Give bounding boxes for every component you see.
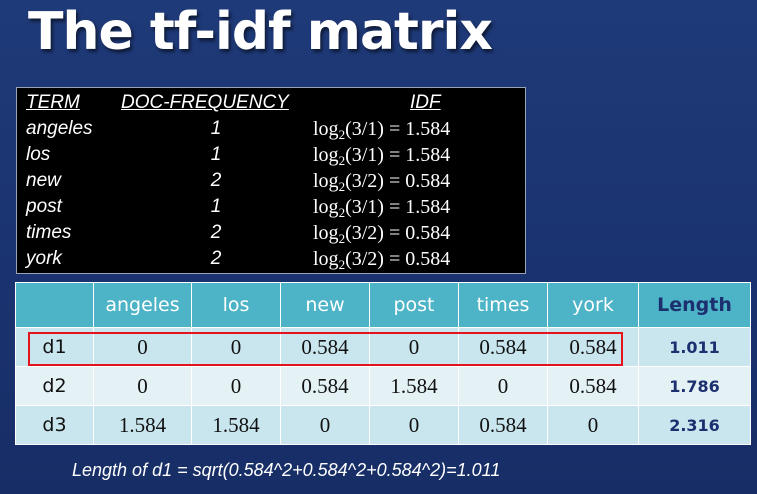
df-cell: 2 bbox=[210, 248, 222, 269]
doc-frequency-header: DOC-FREQUENCY bbox=[121, 92, 289, 113]
slide-title: The tf-idf matrix bbox=[28, 2, 493, 62]
idf-cell: log2(3/1) = 1.584 bbox=[313, 196, 451, 220]
term-cell: times bbox=[26, 222, 72, 243]
idf-cell: log2(3/2) = 0.584 bbox=[313, 170, 451, 194]
matrix-cell: 0 bbox=[369, 405, 459, 445]
idf-row-angeles: angeles 1 log2(3/1) = 1.584 bbox=[17, 118, 525, 143]
matrix-cell: 0.584 bbox=[547, 327, 639, 367]
idf-value: = 0.584 bbox=[388, 248, 451, 270]
length-formula-caption: Length of d1 = sqrt(0.584^2+0.584^2+0.58… bbox=[72, 460, 501, 480]
idf-table: TERM DOC-FREQUENCY IDF angeles 1 log2(3/… bbox=[16, 87, 526, 274]
matrix-cell: 0.584 bbox=[280, 327, 370, 367]
length-cell: 1.011 bbox=[638, 327, 751, 367]
idf-row-post: post 1 log2(3/1) = 1.584 bbox=[17, 196, 525, 221]
col-header-length: Length bbox=[638, 282, 751, 328]
col-header-york: york bbox=[547, 282, 639, 328]
col-header-times: times bbox=[458, 282, 548, 328]
log-base: 2 bbox=[338, 257, 346, 272]
idf-row-york: york 2 log2(3/2) = 0.584 bbox=[17, 248, 525, 273]
matrix-cell: 1.584 bbox=[191, 405, 281, 445]
corner-cell bbox=[15, 282, 94, 328]
log-base: 2 bbox=[338, 127, 346, 142]
matrix-cell: 0 bbox=[93, 327, 192, 367]
term-cell: new bbox=[26, 170, 61, 191]
df-cell: 1 bbox=[210, 118, 222, 139]
idf-value: = 1.584 bbox=[388, 196, 451, 218]
idf-row-los: los 1 log2(3/1) = 1.584 bbox=[17, 144, 525, 169]
log-base: 2 bbox=[338, 231, 346, 246]
idf-fraction: (3/1) bbox=[345, 196, 384, 218]
col-header-los: los bbox=[191, 282, 281, 328]
log-base: 2 bbox=[338, 205, 346, 220]
matrix-cell: 1.584 bbox=[369, 366, 459, 406]
tf-idf-matrix: angeles los new post times york Length d… bbox=[15, 282, 751, 445]
matrix-row-d3: d3 1.584 1.584 0 0 0.584 0 2.316 bbox=[15, 405, 751, 445]
df-cell: 1 bbox=[210, 144, 222, 165]
matrix-row-d1: d1 0 0 0.584 0 0.584 0.584 1.011 bbox=[15, 327, 751, 367]
matrix-cell: 0 bbox=[191, 366, 281, 406]
term-cell: york bbox=[26, 248, 62, 269]
idf-cell: log2(3/1) = 1.584 bbox=[313, 144, 451, 168]
idf-fraction: (3/2) bbox=[345, 170, 384, 192]
matrix-cell: 0 bbox=[93, 366, 192, 406]
matrix-cell: 0 bbox=[191, 327, 281, 367]
idf-fraction: (3/1) bbox=[345, 118, 384, 140]
log-label: log bbox=[313, 196, 339, 218]
length-cell: 1.786 bbox=[638, 366, 751, 406]
df-cell: 2 bbox=[210, 170, 222, 191]
idf-row-new: new 2 log2(3/2) = 0.584 bbox=[17, 170, 525, 195]
log-base: 2 bbox=[338, 153, 346, 168]
matrix-cell: 0.584 bbox=[280, 366, 370, 406]
col-header-post: post bbox=[369, 282, 459, 328]
idf-cell: log2(3/2) = 0.584 bbox=[313, 248, 451, 272]
idf-cell: log2(3/1) = 1.584 bbox=[313, 118, 451, 142]
log-label: log bbox=[313, 118, 339, 140]
matrix-cell: 0 bbox=[547, 405, 639, 445]
doc-label: d1 bbox=[15, 327, 94, 367]
idf-cell: log2(3/2) = 0.584 bbox=[313, 222, 451, 246]
doc-label: d3 bbox=[15, 405, 94, 445]
idf-fraction: (3/1) bbox=[345, 144, 384, 166]
log-label: log bbox=[313, 248, 339, 270]
term-cell: angeles bbox=[26, 118, 93, 139]
matrix-cell: 0 bbox=[369, 327, 459, 367]
idf-row-times: times 2 log2(3/2) = 0.584 bbox=[17, 222, 525, 247]
length-cell: 2.316 bbox=[638, 405, 751, 445]
matrix-cell: 1.584 bbox=[93, 405, 192, 445]
idf-value: = 1.584 bbox=[388, 144, 451, 166]
matrix-cell: 0.584 bbox=[547, 366, 639, 406]
col-header-angeles: angeles bbox=[93, 282, 192, 328]
matrix-cell: 0.584 bbox=[458, 405, 548, 445]
matrix-cell: 0 bbox=[280, 405, 370, 445]
matrix-row-d2: d2 0 0 0.584 1.584 0 0.584 1.786 bbox=[15, 366, 751, 406]
term-cell: los bbox=[26, 144, 51, 165]
log-label: log bbox=[313, 222, 339, 244]
idf-header: IDF bbox=[410, 92, 441, 113]
idf-value: = 0.584 bbox=[388, 170, 451, 192]
matrix-cell: 0 bbox=[458, 366, 548, 406]
matrix-cell: 0.584 bbox=[458, 327, 548, 367]
term-header: TERM bbox=[26, 92, 80, 113]
log-base: 2 bbox=[338, 179, 346, 194]
log-label: log bbox=[313, 170, 339, 192]
matrix-header-row: angeles los new post times york Length bbox=[15, 282, 751, 328]
idf-header-row: TERM DOC-FREQUENCY IDF bbox=[17, 92, 525, 117]
idf-value: = 0.584 bbox=[388, 222, 451, 244]
term-cell: post bbox=[26, 196, 62, 217]
df-cell: 2 bbox=[210, 222, 222, 243]
df-cell: 1 bbox=[210, 196, 222, 217]
idf-fraction: (3/2) bbox=[345, 222, 384, 244]
idf-value: = 1.584 bbox=[388, 118, 451, 140]
doc-label: d2 bbox=[15, 366, 94, 406]
log-label: log bbox=[313, 144, 339, 166]
col-header-new: new bbox=[280, 282, 370, 328]
idf-fraction: (3/2) bbox=[345, 248, 384, 270]
